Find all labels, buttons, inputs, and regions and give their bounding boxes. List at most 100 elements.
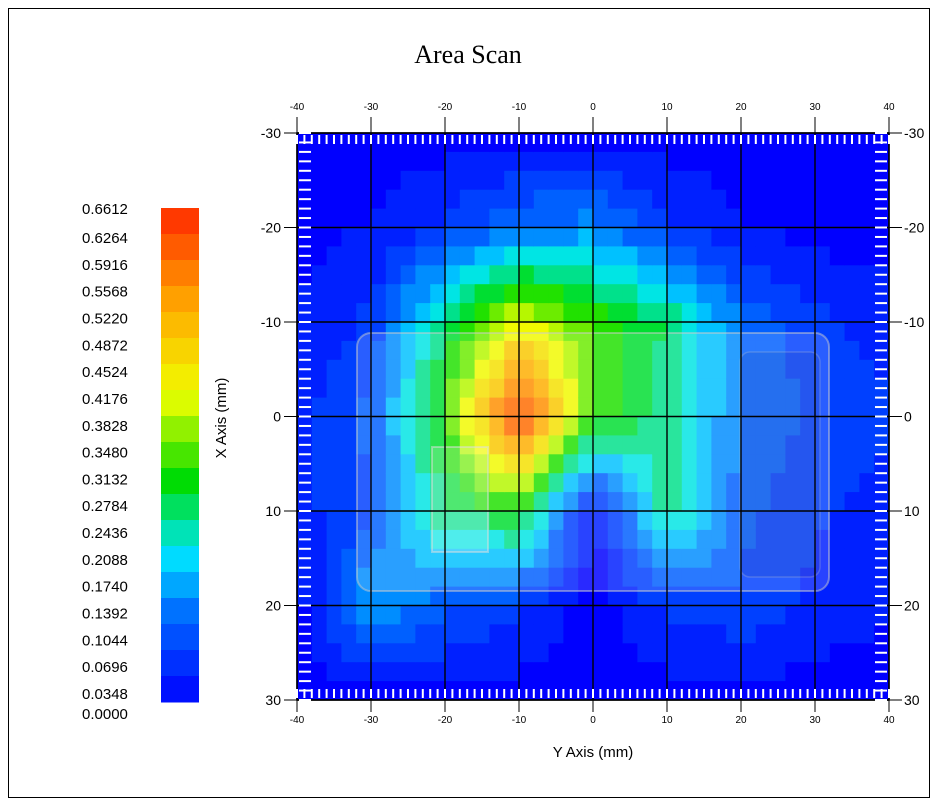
heat-cell [785, 340, 801, 361]
heat-cell [459, 529, 476, 550]
heat-cell [607, 151, 624, 172]
colorbar-swatch [161, 338, 199, 365]
heat-cell [667, 643, 683, 663]
heat-cell [815, 340, 831, 361]
heat-cell [563, 643, 579, 663]
heat-cell [607, 378, 624, 399]
heat-cell [459, 246, 476, 266]
heat-cell [459, 359, 476, 380]
heat-cell [622, 454, 638, 474]
heat-cell [844, 378, 860, 399]
heat-cell [459, 473, 476, 493]
heat-cell [800, 548, 816, 569]
heat-cell [741, 624, 757, 644]
heat-cell [711, 435, 727, 455]
heat-cell [696, 246, 712, 266]
heat-cell [770, 189, 786, 210]
colorbar-label: 0.4176 [82, 391, 128, 408]
heat-cell [593, 170, 609, 191]
heat-cell [652, 416, 668, 436]
heat-cell [652, 378, 668, 399]
heat-cell [637, 567, 653, 588]
heat-cell [489, 227, 505, 247]
heat-cell [415, 265, 431, 285]
heat-cell [844, 284, 860, 304]
heat-cell [371, 548, 387, 569]
heat-cell [593, 435, 609, 455]
heat-cell [785, 227, 801, 247]
heat-cell [785, 435, 801, 455]
heat-cell [519, 151, 535, 172]
heat-cell [622, 548, 638, 569]
heat-cell [445, 359, 461, 380]
heat-cell [593, 208, 609, 229]
heat-cell [607, 624, 624, 644]
y-axis-title: X Axis (mm) [213, 378, 230, 459]
heat-cell [755, 624, 772, 644]
heat-cell [533, 189, 550, 210]
heat-cell [726, 170, 742, 191]
heat-cell [326, 246, 342, 266]
heat-cell [519, 284, 535, 304]
heat-cell [371, 151, 387, 172]
heat-cell [578, 170, 594, 191]
heat-cell [711, 170, 727, 191]
heat-cell [371, 492, 387, 512]
heat-cell [548, 416, 564, 436]
heat-cell [593, 492, 609, 512]
heat-cell [430, 340, 446, 361]
heat-cell [474, 567, 490, 588]
heat-cell [371, 303, 387, 323]
heat-cell [681, 284, 698, 304]
heat-cell [341, 246, 357, 266]
colorbar-label: 0.2784 [82, 498, 128, 515]
heat-cell [741, 643, 757, 663]
heat-cell [341, 359, 357, 380]
heat-cell [741, 208, 757, 229]
heat-cell [326, 416, 342, 436]
heat-cell [519, 265, 535, 285]
heat-cell [489, 454, 505, 474]
heat-cell [859, 586, 875, 607]
heat-cell [415, 170, 431, 191]
heat-cell [800, 567, 816, 588]
heat-cell [489, 378, 505, 399]
heat-cell [829, 529, 846, 550]
heat-cell [445, 662, 461, 682]
heat-cell [726, 359, 742, 380]
heat-cell [859, 378, 875, 399]
heat-cell [667, 303, 683, 323]
heat-cell [711, 151, 727, 172]
heat-cell [489, 529, 505, 550]
heat-cell [519, 567, 535, 588]
heat-cell [844, 492, 860, 512]
x-tick-label-bottom: -20 [438, 715, 453, 726]
heat-cell [681, 492, 698, 512]
heat-cell [533, 643, 550, 663]
heat-cell [400, 624, 416, 644]
heat-cell [400, 529, 416, 550]
heat-cell [326, 359, 342, 380]
heat-cell [741, 454, 757, 474]
heat-cell [533, 246, 550, 266]
heat-cell [844, 454, 860, 474]
heat-cell [815, 265, 831, 285]
heat-cell [371, 435, 387, 455]
heat-cell [459, 567, 476, 588]
heat-cell [726, 567, 742, 588]
heat-cell [356, 643, 372, 663]
heat-cell [755, 454, 772, 474]
heat-cell [430, 643, 446, 663]
heat-cell [800, 605, 816, 625]
heat-cell [667, 662, 683, 682]
heat-cell [770, 284, 786, 304]
heat-cell [400, 548, 416, 569]
heat-cell [770, 170, 786, 191]
heat-cell [681, 340, 698, 361]
heat-cell [341, 170, 357, 191]
heat-cell [489, 359, 505, 380]
heat-cell [652, 170, 668, 191]
heat-cell [356, 340, 372, 361]
heat-cell [785, 624, 801, 644]
heat-cell [445, 340, 461, 361]
